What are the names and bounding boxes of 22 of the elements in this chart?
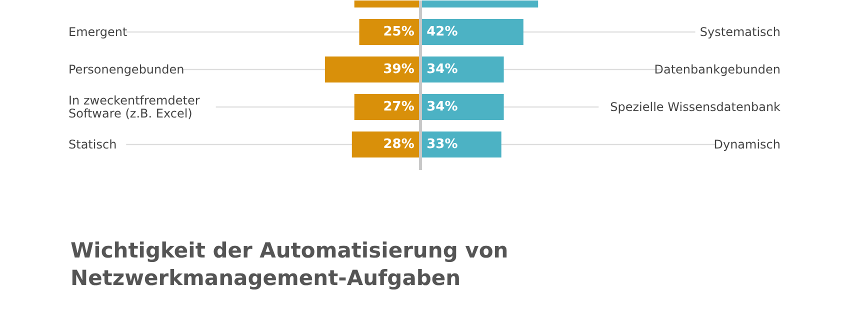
data-label: 34% <box>426 62 458 77</box>
bar <box>324 56 420 82</box>
data-label: 28% <box>383 137 414 152</box>
bar <box>420 132 502 158</box>
bar <box>420 19 524 45</box>
y-tick-label: Spezielle Wissensdatenbank <box>610 100 781 114</box>
y-tick-label: Datenbankgebunden <box>654 62 781 76</box>
y-tick-label: Systematisch <box>700 25 781 39</box>
bar <box>420 56 504 82</box>
data-label: 25% <box>383 24 414 40</box>
data-label: 27% <box>383 100 414 114</box>
text: Wichtigkeit der Automatisierung von Netzwerkmanagement-Aufgaben <box>70 238 508 290</box>
data-label: 39% <box>383 62 414 77</box>
y-tick-label: Personengebunden <box>68 62 184 76</box>
y-tick-label: Emergent <box>68 25 128 39</box>
y-tick-label: Statisch <box>68 138 117 152</box>
y-tick-label: In zweckentfremdeter Software (z.B. Excel) <box>68 93 200 121</box>
data-label: 33% <box>426 137 458 152</box>
data-label: 34% <box>426 100 458 114</box>
y-tick-label: Dynamisch <box>714 138 780 152</box>
bar <box>420 94 504 120</box>
data-label: 42% <box>426 24 458 40</box>
